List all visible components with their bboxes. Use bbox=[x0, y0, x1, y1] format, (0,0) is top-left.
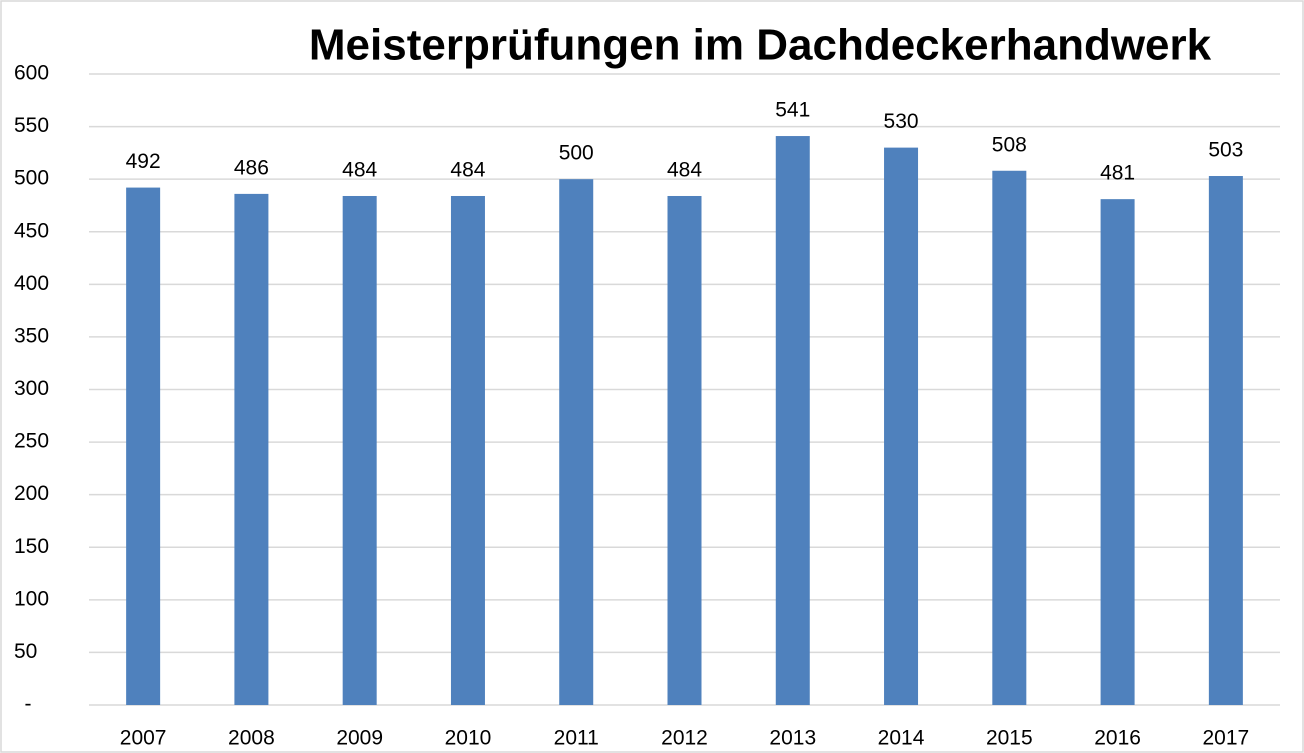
x-tick-label: 2008 bbox=[228, 727, 275, 750]
data-label: 481 bbox=[1100, 162, 1135, 185]
data-label: 500 bbox=[559, 142, 594, 165]
y-tick-label: - bbox=[25, 693, 32, 716]
y-tick-label: 300 bbox=[14, 377, 49, 400]
y-tick-label: 50 bbox=[14, 640, 37, 663]
bar bbox=[450, 195, 485, 705]
x-tick-label: 2010 bbox=[445, 727, 492, 750]
y-tick-label: 350 bbox=[14, 324, 49, 347]
y-tick-label: 500 bbox=[14, 167, 49, 190]
x-tick-label: 2014 bbox=[878, 727, 925, 750]
bar bbox=[775, 136, 810, 705]
y-tick-label: 400 bbox=[14, 272, 49, 295]
bar bbox=[884, 147, 919, 705]
bar bbox=[234, 193, 269, 705]
x-tick-label: 2012 bbox=[661, 727, 708, 750]
bar bbox=[1208, 176, 1243, 706]
x-tick-label: 2013 bbox=[769, 727, 816, 750]
data-label: 508 bbox=[992, 133, 1027, 156]
x-tick-label: 2017 bbox=[1203, 727, 1250, 750]
bar bbox=[1100, 199, 1135, 706]
chart-title: Meisterprüfungen im Dachdeckerhandwerk bbox=[309, 21, 1212, 70]
x-tick-label: 2007 bbox=[120, 727, 167, 750]
bar bbox=[559, 179, 594, 705]
data-label: 484 bbox=[667, 159, 702, 182]
y-tick-label: 150 bbox=[14, 535, 49, 558]
data-label: 486 bbox=[234, 156, 269, 179]
data-label: 484 bbox=[342, 159, 377, 182]
y-tick-label: 250 bbox=[14, 430, 49, 453]
y-tick-label: 600 bbox=[14, 62, 49, 85]
data-label: 503 bbox=[1208, 139, 1243, 162]
data-label: 484 bbox=[450, 159, 485, 182]
data-label: 492 bbox=[126, 150, 161, 173]
bar bbox=[342, 195, 377, 705]
data-label: 530 bbox=[884, 110, 919, 133]
x-tick-label: 2016 bbox=[1094, 727, 1141, 750]
bar bbox=[992, 170, 1027, 706]
bar bbox=[667, 195, 702, 705]
x-tick-label: 2015 bbox=[986, 727, 1033, 750]
y-tick-label: 100 bbox=[14, 587, 49, 610]
y-tick-label: 450 bbox=[14, 219, 49, 242]
x-tick-label: 2011 bbox=[554, 727, 599, 750]
bar bbox=[126, 187, 161, 705]
y-tick-label: 550 bbox=[14, 114, 49, 137]
data-label: 541 bbox=[775, 99, 810, 122]
y-tick-label: 200 bbox=[14, 482, 49, 505]
x-tick-label: 2009 bbox=[336, 727, 383, 750]
